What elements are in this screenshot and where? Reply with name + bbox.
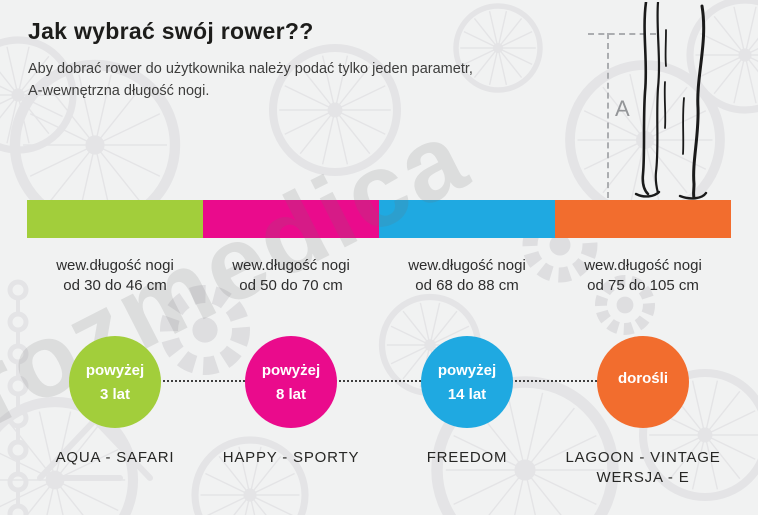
model-line1: HAPPY - SPORTY	[222, 449, 360, 466]
age-line1: powyżej	[437, 361, 497, 379]
leg-length-line2: od 50 do 70 cm	[239, 277, 343, 294]
legs-sketch-illustration	[634, 2, 708, 200]
age-line1: powyżej	[261, 361, 321, 379]
bar-segment-green	[27, 200, 203, 238]
measurement-dash-vertical	[607, 33, 609, 198]
dotted-connector-line	[115, 380, 645, 382]
leg-length-line1: wew.długość nogi	[56, 257, 174, 274]
leg-length-label: wew.długość nogi od 75 do 105 cm	[555, 256, 731, 296]
leg-length-line2: od 75 do 105 cm	[587, 277, 699, 294]
bar-segment-orange	[555, 200, 731, 238]
age-line1: powyżej	[85, 361, 145, 379]
age-circle-blue: powyżej 14 lat	[421, 336, 513, 428]
age-line2: 8 lat	[275, 385, 306, 403]
leg-length-line2: od 68 do 88 cm	[415, 277, 519, 294]
segment-column-lagoon-vintage: wew.długość nogi od 75 do 105 cm dorośli…	[555, 0, 731, 515]
subtitle-line1: Aby dobrać rower do użytkownika należy p…	[28, 61, 473, 77]
bar-segment-magenta	[203, 200, 379, 238]
model-line1: FREEDOM	[426, 449, 508, 466]
model-label: LAGOON - VINTAGE WERSJA - E	[547, 448, 739, 488]
age-circle-green: powyżej 3 lat	[69, 336, 161, 428]
leg-length-line1: wew.długość nogi	[232, 257, 350, 274]
segment-column-happy-sporty: wew.długość nogi od 50 do 70 cm powyżej …	[203, 0, 379, 515]
segment-column-aqua-safari: wew.długość nogi od 30 do 46 cm powyżej …	[27, 0, 203, 515]
model-line1: AQUA - SAFARI	[55, 449, 175, 466]
model-label: AQUA - SAFARI	[19, 448, 211, 468]
measurement-dash-horizontal	[588, 33, 656, 35]
model-label: FREEDOM	[371, 448, 563, 468]
leg-length-line2: od 30 do 46 cm	[63, 277, 167, 294]
page-subtitle: Aby dobrać rower do użytkownika należy p…	[28, 58, 473, 102]
bar-segment-blue	[379, 200, 555, 238]
model-line1: LAGOON - VINTAGE	[565, 449, 721, 466]
age-circle-magenta: powyżej 8 lat	[245, 336, 337, 428]
age-line2: 14 lat	[447, 385, 487, 403]
leg-length-label: wew.długość nogi od 30 do 46 cm	[27, 256, 203, 296]
age-circle-orange: dorośli	[597, 336, 689, 428]
leg-length-line1: wew.długość nogi	[584, 257, 702, 274]
page-title: Jak wybrać swój rower??	[28, 18, 314, 44]
measurement-a-label: A	[615, 96, 630, 121]
leg-length-label: wew.długość nogi od 68 do 88 cm	[379, 256, 555, 296]
segment-column-freedom: wew.długość nogi od 68 do 88 cm powyżej …	[379, 0, 555, 515]
age-line2: 3 lat	[99, 385, 130, 403]
model-line2: WERSJA - E	[596, 469, 690, 486]
leg-length-line1: wew.długość nogi	[408, 257, 526, 274]
leg-length-label: wew.długość nogi od 50 do 70 cm	[203, 256, 379, 296]
subtitle-line2: A-wewnętrzna długość nogi.	[28, 83, 210, 99]
model-label: HAPPY - SPORTY	[195, 448, 387, 468]
age-line1: dorośli	[617, 370, 668, 387]
